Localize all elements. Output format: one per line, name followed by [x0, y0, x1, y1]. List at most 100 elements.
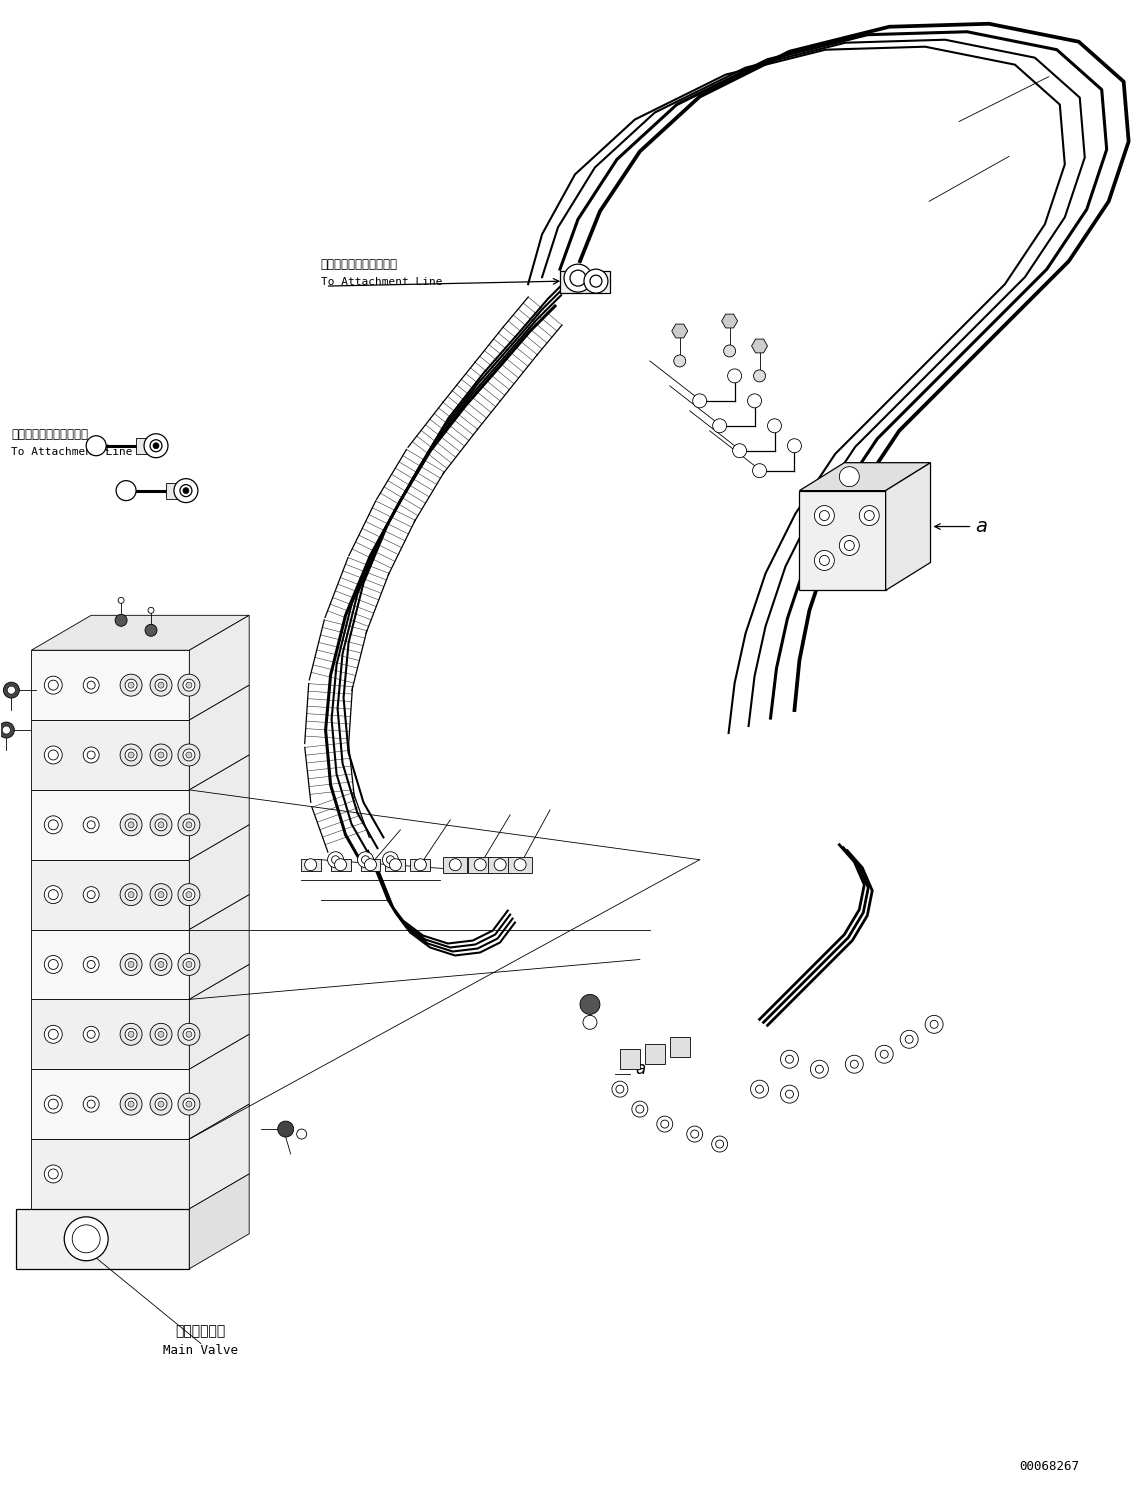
Circle shape — [120, 953, 142, 976]
Text: a: a — [975, 518, 988, 536]
Bar — [410, 859, 431, 871]
Circle shape — [386, 856, 394, 864]
Circle shape — [716, 1140, 724, 1147]
Circle shape — [150, 745, 171, 765]
Circle shape — [174, 479, 198, 503]
Circle shape — [390, 859, 401, 871]
Circle shape — [687, 1126, 703, 1141]
Circle shape — [125, 679, 137, 691]
Circle shape — [905, 1035, 913, 1043]
Bar — [799, 491, 886, 591]
Circle shape — [584, 269, 608, 292]
Circle shape — [183, 749, 195, 761]
Polygon shape — [190, 1034, 249, 1138]
Circle shape — [155, 889, 167, 901]
Circle shape — [183, 958, 195, 970]
FancyBboxPatch shape — [560, 272, 610, 292]
Bar — [31, 651, 190, 721]
Circle shape — [901, 1031, 918, 1049]
Circle shape — [767, 419, 782, 433]
Circle shape — [712, 419, 727, 433]
Bar — [136, 437, 155, 454]
Circle shape — [178, 674, 200, 697]
Circle shape — [155, 679, 167, 691]
Circle shape — [87, 682, 95, 689]
Circle shape — [48, 959, 58, 970]
Circle shape — [87, 961, 95, 968]
Circle shape — [328, 852, 344, 868]
Text: To Attachment Line: To Attachment Line — [320, 278, 442, 286]
Circle shape — [150, 813, 171, 836]
Circle shape — [3, 682, 19, 698]
Circle shape — [636, 1106, 644, 1113]
Circle shape — [125, 889, 137, 901]
Circle shape — [155, 958, 167, 970]
Circle shape — [820, 510, 830, 521]
Circle shape — [178, 1024, 200, 1046]
Circle shape — [383, 852, 399, 868]
Bar — [670, 1037, 689, 1058]
Circle shape — [590, 275, 602, 286]
Circle shape — [48, 750, 58, 759]
Circle shape — [128, 892, 134, 898]
Bar — [443, 856, 467, 873]
Circle shape — [153, 443, 159, 449]
Text: メインバルブ: メインバルブ — [176, 1325, 226, 1338]
Circle shape — [361, 856, 369, 864]
Circle shape — [87, 1031, 95, 1038]
Circle shape — [45, 816, 62, 834]
Circle shape — [415, 859, 426, 871]
Circle shape — [186, 892, 192, 898]
Bar — [31, 930, 190, 1000]
Circle shape — [158, 822, 163, 828]
Circle shape — [514, 859, 526, 871]
Circle shape — [7, 686, 15, 694]
Bar — [645, 1044, 665, 1064]
Circle shape — [48, 1029, 58, 1040]
Circle shape — [83, 1026, 99, 1043]
Circle shape — [278, 1120, 294, 1137]
Circle shape — [125, 1098, 137, 1110]
Circle shape — [125, 1028, 137, 1040]
Circle shape — [178, 745, 200, 765]
Polygon shape — [190, 1174, 249, 1268]
Circle shape — [846, 1055, 863, 1073]
Circle shape — [155, 1098, 167, 1110]
Circle shape — [178, 813, 200, 836]
Circle shape — [86, 436, 106, 455]
Circle shape — [186, 961, 192, 967]
Circle shape — [120, 745, 142, 765]
Circle shape — [693, 394, 706, 407]
Circle shape — [48, 1100, 58, 1109]
Polygon shape — [886, 463, 930, 591]
Circle shape — [158, 682, 163, 688]
Circle shape — [632, 1101, 648, 1118]
Polygon shape — [721, 315, 737, 328]
Circle shape — [751, 1080, 768, 1098]
Circle shape — [64, 1217, 109, 1261]
Circle shape — [570, 270, 586, 286]
Circle shape — [331, 856, 339, 864]
Circle shape — [358, 852, 374, 868]
Polygon shape — [190, 895, 249, 1000]
Circle shape — [186, 1031, 192, 1037]
Circle shape — [925, 1016, 943, 1034]
Circle shape — [45, 746, 62, 764]
Bar — [469, 856, 493, 873]
Polygon shape — [190, 1104, 249, 1209]
Circle shape — [880, 1050, 888, 1058]
Circle shape — [87, 891, 95, 898]
Circle shape — [125, 749, 137, 761]
Circle shape — [661, 1120, 669, 1128]
Circle shape — [876, 1046, 893, 1064]
Polygon shape — [752, 339, 767, 354]
Circle shape — [781, 1085, 799, 1103]
Circle shape — [150, 1024, 171, 1046]
Circle shape — [120, 813, 142, 836]
Bar — [31, 721, 190, 789]
Circle shape — [48, 1168, 58, 1179]
Circle shape — [815, 551, 834, 570]
Circle shape — [690, 1129, 698, 1138]
Circle shape — [87, 821, 95, 828]
Bar — [31, 1000, 190, 1070]
